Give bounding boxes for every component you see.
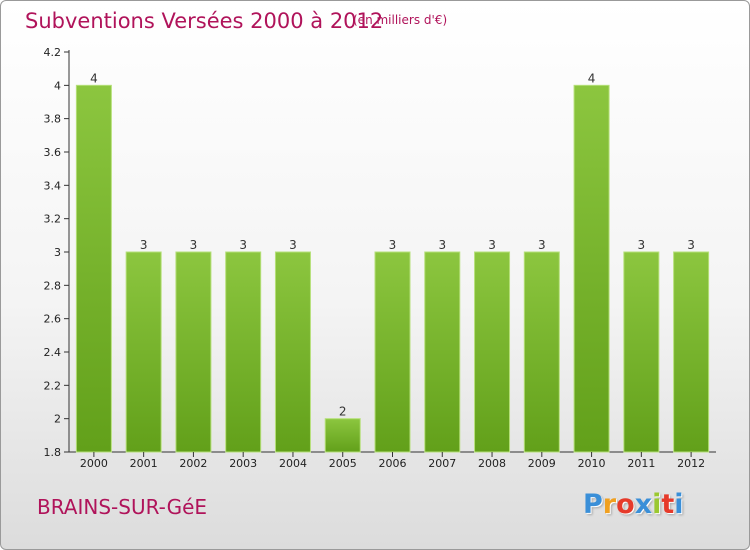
x-tick-label: 2005 [329,457,357,470]
commune-name: BRAINS-SUR-GéE [37,495,208,519]
logo-letter: t [661,489,675,520]
x-tick-label: 2008 [478,457,506,470]
x-tick-label: 2007 [428,457,456,470]
logo-letter: i [652,489,662,520]
x-tick-label: 2001 [130,457,158,470]
y-tick-label: 3 [54,246,61,259]
bar-2010 [573,84,610,453]
y-tick-label: 4.2 [44,46,62,59]
data-label-2002: 3 [190,238,198,252]
unit-label: (en milliers d'€) [353,13,448,27]
y-tick-label: 3.8 [44,113,62,126]
logo-letter: i [674,489,684,520]
y-tick-label: 3.6 [44,146,62,159]
data-label-2003: 3 [239,238,247,252]
data-label-2008: 3 [488,238,496,252]
y-tick-label: 3.2 [44,213,62,226]
y-tick-label: 2.8 [44,279,62,292]
x-tick-label: 2002 [179,457,207,470]
data-label-2005: 2 [339,405,347,419]
y-tick-label: 2.2 [44,379,62,392]
data-label-2007: 3 [438,238,446,252]
x-tick-label: 2000 [80,457,108,470]
y-tick-label: 1.8 [44,446,62,459]
logo-letter: P [583,489,603,520]
bar-2001 [125,251,162,453]
data-label-2004: 3 [289,238,297,252]
logo-letter: o [616,489,635,520]
bar-2006 [374,251,411,453]
x-tick-label: 2006 [379,457,407,470]
data-label-2009: 3 [538,238,546,252]
x-tick-label: 2003 [229,457,257,470]
bar-2008 [474,251,511,453]
bar-2012 [673,251,710,453]
logo-letter: x [634,489,653,520]
x-tick-label: 2004 [279,457,307,470]
data-label-2011: 3 [638,238,646,252]
data-label-2006: 3 [389,238,397,252]
bar-2009 [523,251,560,453]
bar-2007 [424,251,461,453]
x-tick-label: 2011 [627,457,655,470]
bar-2000 [75,84,112,453]
x-tick-label: 2010 [578,457,606,470]
data-label-2001: 3 [140,238,148,252]
y-tick-label: 2.4 [44,346,62,359]
x-tick-label: 2009 [528,457,556,470]
chart-title: Subventions Versées 2000 à 2012 [25,9,384,33]
y-tick-label: 2.6 [44,313,62,326]
bar-2004 [274,251,311,453]
y-tick-label: 2 [54,413,61,426]
bar-2002 [175,251,212,453]
logo-letter: r [602,489,617,520]
proxiti-logo: Proxiti [583,489,684,520]
data-label-2010: 4 [588,71,596,85]
data-label-2000: 4 [90,71,98,85]
bar-2005 [324,418,361,453]
bar-2003 [225,251,262,453]
bar-2011 [623,251,660,453]
y-tick-label: 4 [54,79,61,92]
x-tick-label: 2012 [677,457,705,470]
data-label-2012: 3 [687,238,695,252]
y-tick-label: 3.4 [44,179,62,192]
